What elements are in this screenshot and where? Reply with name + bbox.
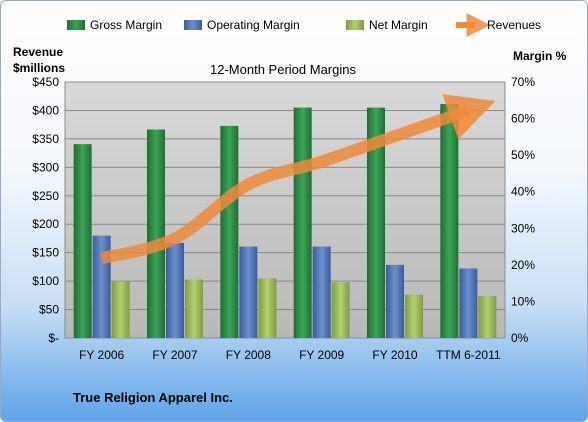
bar-operating-margin [386, 264, 404, 338]
x-tick-labels: FY 2006 FY 2007 FY 2008 FY 2009 FY 2010 TTM 6… [79, 348, 501, 362]
x-tick-label: FY 2010 [372, 348, 417, 362]
legend-label-revenues: Revenues [487, 18, 541, 32]
bar-operating-margin [459, 268, 478, 338]
x-tick-label: FY 2009 [299, 348, 344, 362]
y-right-tick-label: 40% [511, 185, 535, 199]
y-right-tick-label: 10% [511, 294, 535, 308]
bar-net-margin [111, 281, 130, 338]
x-tick-label: FY 2007 [152, 348, 197, 362]
y-left-tick-label: $200 [32, 217, 59, 231]
bar-gross-margin [293, 107, 312, 338]
y-left-tick-label: $350 [32, 132, 59, 146]
bar-gross-margin [73, 144, 92, 338]
bar-gross-margin [440, 103, 459, 338]
legend-label-gross: Gross Margin [90, 18, 162, 32]
gridlines [65, 81, 505, 311]
x-tick-label: FY 2006 [79, 348, 124, 362]
y-left-tick-label: $400 [32, 103, 59, 117]
bar-net-margin [478, 295, 497, 338]
y-right-tick-label: 50% [511, 148, 535, 162]
y-left-tick-label: $100 [32, 274, 59, 288]
bar-operating-margin [166, 242, 184, 338]
y-left-tick-label: $300 [32, 160, 59, 174]
y-left-tick-label: $150 [32, 246, 59, 260]
y-left-tick-label: $- [48, 331, 59, 345]
bar-gross-margin [147, 129, 165, 338]
y-left-tick-label: $50 [39, 303, 59, 317]
y-right-ticks: 0% 10% 20% 30% 40% 50% 60% 70% [511, 75, 535, 345]
bar-operating-margin [312, 246, 331, 338]
x-tick-label: TTM 6-2011 [436, 348, 501, 362]
y-right-tick-label: 30% [511, 221, 535, 235]
y-right-tick-label: 60% [511, 112, 535, 126]
revenues-line [100, 94, 496, 265]
legend-swatch-gross [67, 20, 85, 30]
y-right-label: Margin % [513, 49, 567, 63]
bar-gross-margin [220, 125, 239, 338]
legend: Gross Margin Operating Margin Net Margin… [67, 13, 541, 37]
legend-label-net: Net Margin [369, 18, 428, 32]
y-left-tick-label: $250 [32, 189, 59, 203]
y-right-tick-label: 70% [511, 75, 535, 89]
revenue-line [100, 94, 496, 265]
bar-net-margin [185, 279, 203, 338]
y-left-label-line2: $millions [13, 61, 65, 75]
x-tick-label: FY 2008 [226, 348, 271, 362]
legend-swatch-operating [184, 20, 202, 30]
bar-gross-margin [367, 107, 385, 338]
bar-net-margin [258, 278, 277, 338]
company-name: True Religion Apparel Inc. [73, 390, 233, 405]
y-left-label-line1: Revenue [13, 45, 63, 59]
legend-swatch-net [346, 20, 364, 30]
y-right-tick-label: 0% [511, 331, 529, 345]
chart-title: 12-Month Period Margins [210, 62, 356, 77]
y-left-ticks: $- $50 $100 $150 $200 $250 $300 $350 $400 $450 [32, 75, 59, 345]
y-left-tick-label: $450 [32, 75, 59, 89]
y-right-tick-label: 20% [511, 258, 535, 272]
bar-net-margin [331, 282, 350, 338]
bar-net-margin [405, 294, 423, 338]
bar-operating-margin [239, 246, 258, 338]
legend-label-operating: Operating Margin [207, 18, 300, 32]
